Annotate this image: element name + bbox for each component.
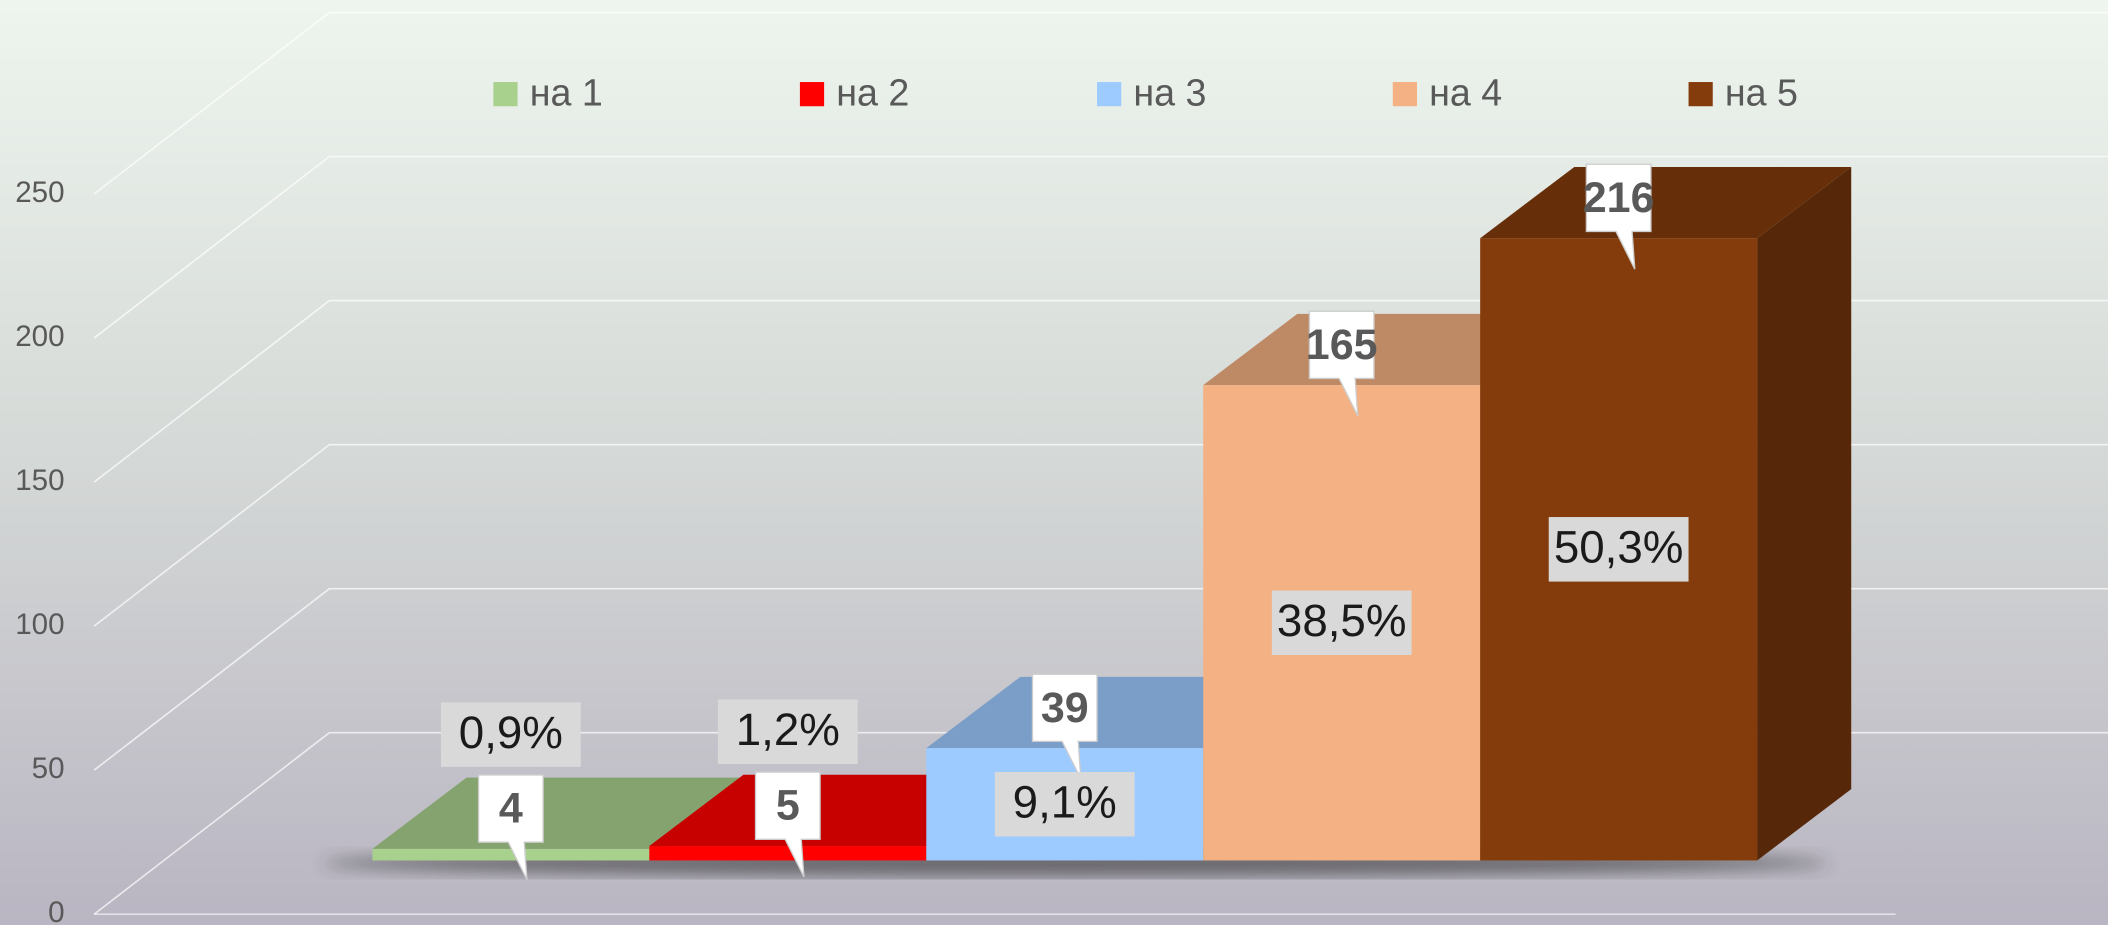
legend-label: на 2 xyxy=(836,71,909,113)
share-label: 9,1% xyxy=(1013,777,1117,828)
value-callout xyxy=(1308,310,1375,417)
value-callout xyxy=(1585,163,1652,270)
bar-top xyxy=(1480,166,1852,239)
y-tick-label: 0 xyxy=(48,896,64,925)
legend-label: на 5 xyxy=(1725,71,1798,113)
bar-side xyxy=(1757,166,1852,861)
value-label: 165 xyxy=(1306,321,1378,369)
y-tick-label: 50 xyxy=(32,752,65,785)
legend-swatch xyxy=(493,82,518,107)
share-box xyxy=(1271,590,1412,656)
share-label: 50,3% xyxy=(1554,522,1684,573)
share-box xyxy=(717,699,858,765)
value-label: 39 xyxy=(1041,684,1089,732)
share-box xyxy=(440,702,581,767)
legend-swatch xyxy=(1097,82,1122,107)
value-label: 216 xyxy=(1583,174,1655,222)
legend-swatch xyxy=(1392,82,1417,107)
y-tick-label: 200 xyxy=(15,320,64,353)
legend-swatch xyxy=(1688,82,1713,107)
bar xyxy=(649,846,927,861)
legend-swatch xyxy=(799,82,825,107)
legend-label: на 3 xyxy=(1133,71,1206,113)
value-callout xyxy=(1031,673,1098,780)
grid-line xyxy=(93,155,2108,339)
share-label: 0,9% xyxy=(459,707,563,758)
y-tick-label: 100 xyxy=(15,608,64,641)
y-tick-label: 150 xyxy=(15,464,64,497)
value-label: 4 xyxy=(499,785,523,833)
share-box xyxy=(1548,517,1689,582)
value-callout xyxy=(477,774,544,881)
value-label: 5 xyxy=(776,782,800,830)
legend-label: на 4 xyxy=(1429,71,1502,113)
bar-top xyxy=(372,777,744,849)
value-callout xyxy=(754,771,821,878)
share-label: 38,5% xyxy=(1277,595,1407,646)
y-tick-label: 250 xyxy=(15,176,64,209)
bar xyxy=(372,848,650,861)
share-box xyxy=(994,771,1135,837)
share-label: 1,2% xyxy=(736,704,840,755)
grid-line xyxy=(93,11,2108,195)
legend-label: на 1 xyxy=(530,71,603,113)
